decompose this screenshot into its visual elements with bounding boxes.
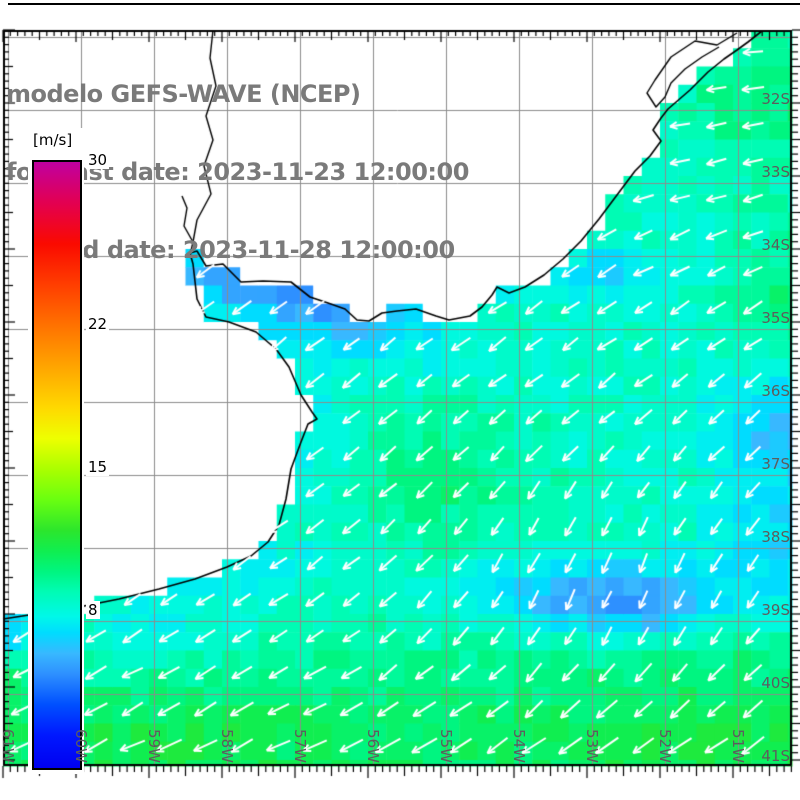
lon-label: 61W — [0, 729, 17, 763]
lat-label: 40S — [761, 674, 790, 692]
lat-label: 33S — [761, 163, 790, 181]
lon-label: 51W — [729, 729, 747, 763]
lon-label: 57W — [291, 729, 309, 763]
lat-label: 36S — [761, 382, 790, 400]
lon-label: 60W — [72, 729, 90, 763]
model-title: modelo GEFS-WAVE (NCEP) — [6, 80, 361, 108]
lon-label: 53W — [583, 729, 601, 763]
lon-label: 58W — [218, 729, 236, 763]
lon-label: 54W — [510, 729, 528, 763]
lat-label: 34S — [761, 236, 790, 254]
colorbar-unit-label: [m/s] — [31, 131, 75, 149]
lat-label: 37S — [761, 455, 790, 473]
colorbar-tick-label: 15 — [86, 458, 110, 477]
lat-label: 39S — [761, 601, 790, 619]
colorbar-tick-label: 30 — [86, 151, 110, 169]
lat-label: 41S — [761, 747, 790, 765]
lon-label: 59W — [145, 729, 163, 763]
lon-label: 52W — [656, 729, 674, 763]
lat-label: 32S — [761, 90, 790, 108]
lon-label: 55W — [437, 729, 455, 763]
colorbar-gradient — [32, 160, 82, 770]
colorbar-tick-label: 8 — [86, 601, 100, 620]
top-border-line — [8, 3, 800, 5]
colorbar-tick-label: 22 — [86, 314, 110, 333]
lat-label: 38S — [761, 528, 790, 546]
lon-label: 56W — [364, 729, 382, 763]
lat-label: 35S — [761, 309, 790, 327]
